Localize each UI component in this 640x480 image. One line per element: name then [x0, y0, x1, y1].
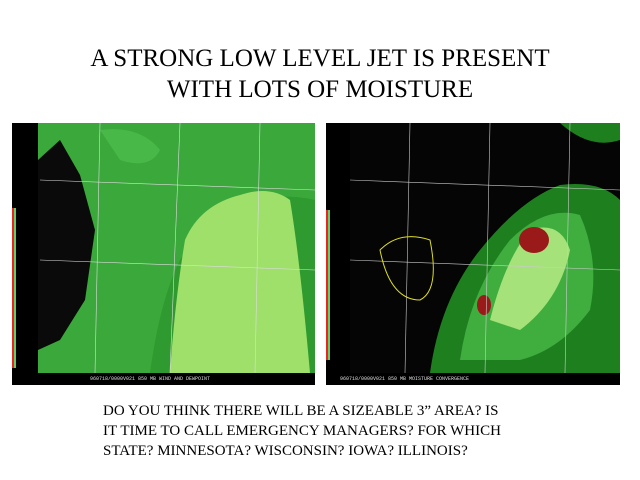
left-map: 960718/0000V021 850 MB WIND AND DEWPOINT	[12, 122, 316, 385]
body-line: IT TIME TO CALL EMERGENCY MANAGERS? FOR …	[103, 423, 501, 439]
map-caption: 960718/0000V021 850 MB WIND AND DEWPOINT	[90, 376, 210, 382]
right-map: 960718/0000V021 850 MB MOISTURE CONVERGE…	[326, 122, 621, 385]
title-line: WITH LOTS OF MOISTURE	[167, 76, 473, 103]
body-line: STATE? MINNESOTA? WISCONSIN? IOWA? ILLIN…	[103, 443, 468, 459]
map-caption: 960718/0000V021 850 MB MOISTURE CONVERGE…	[340, 376, 469, 382]
body-line: DO YOU THINK THERE WILL BE A SIZEABLE 3”…	[103, 403, 499, 419]
title-line: A STRONG LOW LEVEL JET IS PRESENT	[90, 45, 549, 72]
